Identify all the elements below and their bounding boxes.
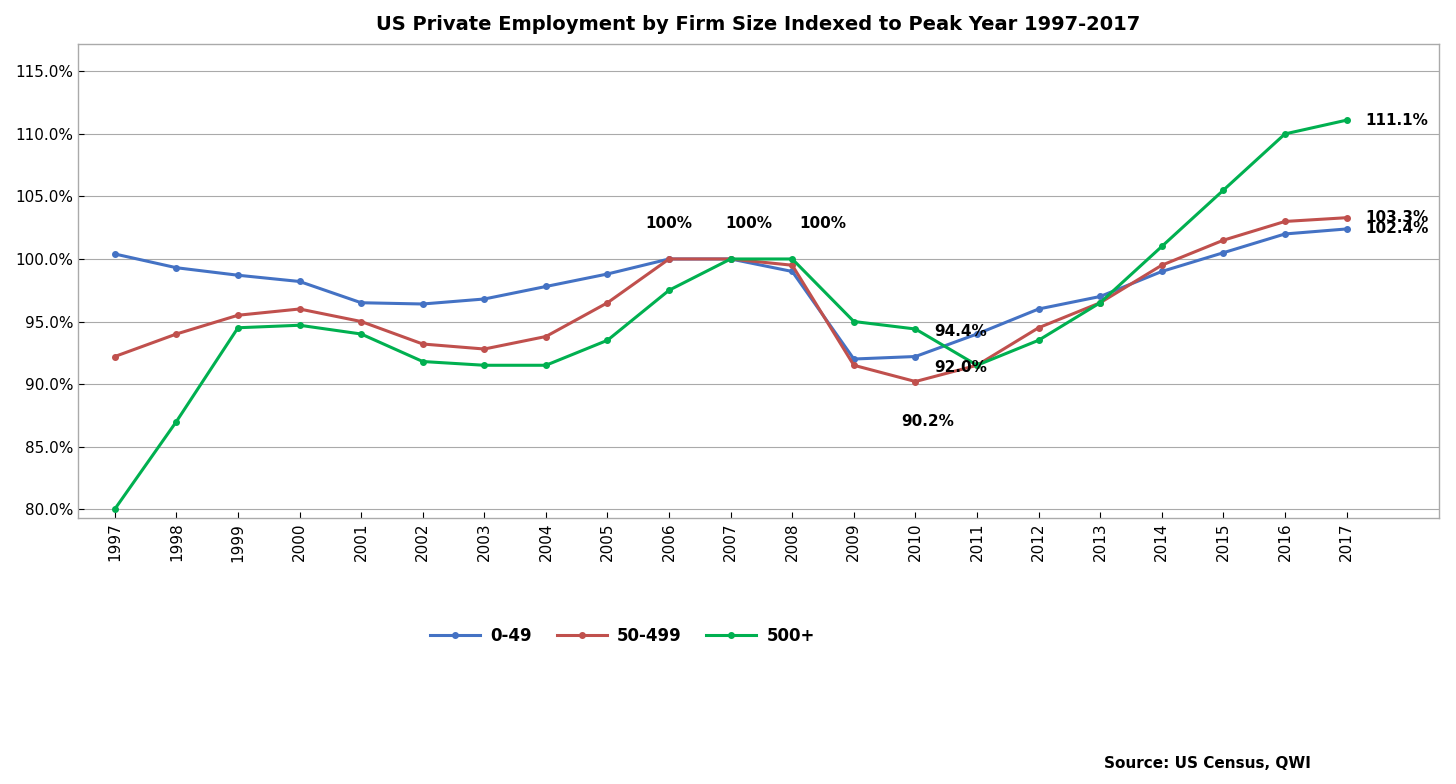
50-499 xyxy=(1338,213,1356,223)
0-49 xyxy=(1092,292,1109,301)
50-499 xyxy=(352,317,370,326)
0-49 xyxy=(229,270,246,280)
Text: 100%: 100% xyxy=(799,216,846,231)
50-499 xyxy=(722,254,740,263)
50-499 xyxy=(167,329,185,339)
500+ xyxy=(1029,336,1047,345)
0-49 xyxy=(537,281,555,291)
500+ xyxy=(167,417,185,426)
500+ xyxy=(1338,115,1356,125)
Text: 92.0%: 92.0% xyxy=(933,361,987,376)
500+ xyxy=(352,329,370,339)
0-49 xyxy=(661,254,678,263)
50-499 xyxy=(661,254,678,263)
Text: 103.3%: 103.3% xyxy=(1364,210,1428,225)
0-49 xyxy=(291,277,309,286)
500+ xyxy=(229,323,246,332)
500+ xyxy=(722,254,740,263)
Text: 102.4%: 102.4% xyxy=(1364,221,1428,237)
50-499 xyxy=(783,260,801,270)
500+ xyxy=(968,361,986,370)
Text: 100%: 100% xyxy=(645,216,693,231)
50-499 xyxy=(1153,260,1171,270)
Legend: 0-49, 50-499, 500+: 0-49, 50-499, 500+ xyxy=(424,620,821,652)
500+ xyxy=(1277,129,1294,139)
0-49 xyxy=(598,269,616,278)
50-499 xyxy=(537,332,555,341)
Text: 111.1%: 111.1% xyxy=(1364,113,1428,128)
0-49 xyxy=(414,299,431,309)
0-49 xyxy=(722,254,740,263)
500+ xyxy=(783,254,801,263)
50-499 xyxy=(414,339,431,349)
500+ xyxy=(907,325,925,334)
50-499 xyxy=(229,310,246,320)
50-499 xyxy=(968,361,986,370)
50-499 xyxy=(907,377,925,387)
0-49 xyxy=(1153,267,1171,276)
500+ xyxy=(598,336,616,345)
50-499 xyxy=(476,344,494,354)
500+ xyxy=(1214,186,1232,195)
500+ xyxy=(106,504,124,514)
Text: 94.4%: 94.4% xyxy=(933,324,987,339)
Text: 100%: 100% xyxy=(725,216,773,231)
0-49 xyxy=(783,267,801,276)
500+ xyxy=(537,361,555,370)
0-49 xyxy=(1214,248,1232,257)
Line: 500+: 500+ xyxy=(112,118,1350,512)
50-499 xyxy=(1092,298,1109,307)
0-49 xyxy=(844,354,862,364)
50-499 xyxy=(1277,216,1294,226)
Text: 90.2%: 90.2% xyxy=(901,414,954,429)
0-49 xyxy=(1277,229,1294,238)
50-499 xyxy=(1029,323,1047,332)
Line: 0-49: 0-49 xyxy=(112,227,1350,361)
0-49 xyxy=(476,294,494,303)
500+ xyxy=(414,357,431,366)
0-49 xyxy=(352,298,370,307)
500+ xyxy=(1153,241,1171,251)
0-49 xyxy=(1029,304,1047,314)
50-499 xyxy=(106,352,124,361)
50-499 xyxy=(291,304,309,314)
500+ xyxy=(844,317,862,326)
Title: US Private Employment by Firm Size Indexed to Peak Year 1997-2017: US Private Employment by Firm Size Index… xyxy=(376,15,1140,34)
0-49 xyxy=(167,263,185,272)
500+ xyxy=(1092,298,1109,307)
0-49 xyxy=(968,329,986,339)
0-49 xyxy=(1338,224,1356,234)
500+ xyxy=(476,361,494,370)
500+ xyxy=(661,285,678,295)
Text: Source: US Census, QWI: Source: US Census, QWI xyxy=(1104,757,1310,771)
Line: 50-499: 50-499 xyxy=(112,215,1350,384)
50-499 xyxy=(1214,235,1232,245)
500+ xyxy=(291,321,309,330)
0-49 xyxy=(106,249,124,259)
50-499 xyxy=(844,361,862,370)
50-499 xyxy=(598,298,616,307)
0-49 xyxy=(907,352,925,361)
